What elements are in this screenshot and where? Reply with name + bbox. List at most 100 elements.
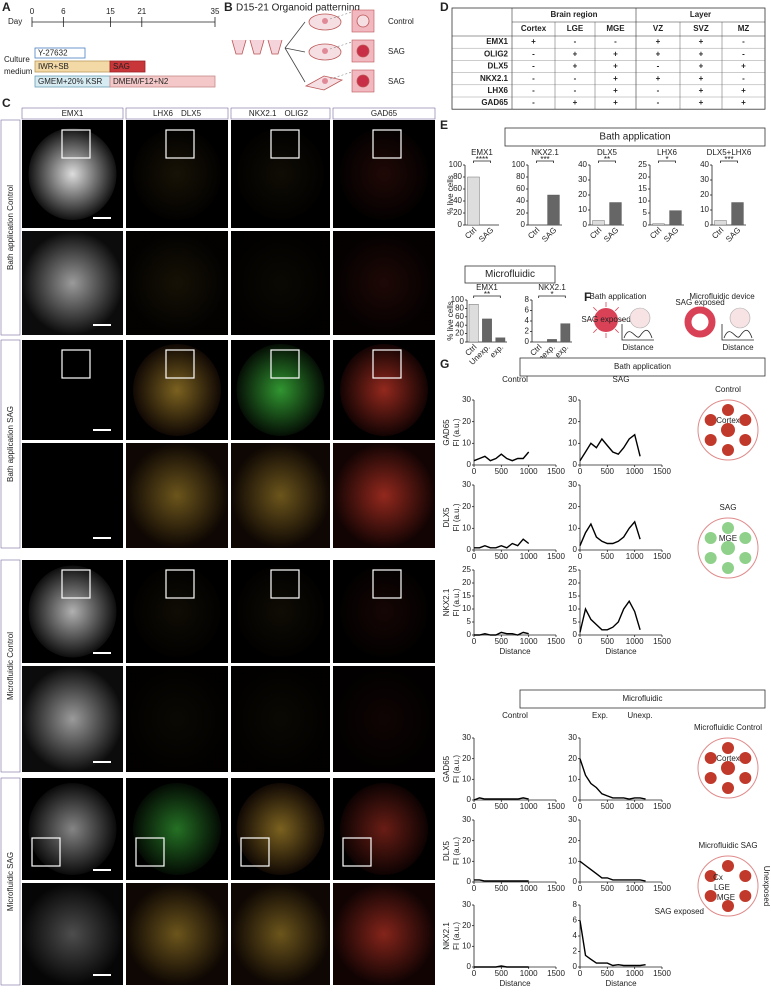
y-tick-label: 80 — [453, 172, 462, 181]
region-label: Cortex — [716, 754, 740, 763]
group-header: Brain region — [550, 10, 597, 19]
y-tick-label: 0 — [467, 630, 472, 639]
mean-profile — [473, 797, 529, 801]
table-cell: + — [699, 74, 704, 83]
y-tick-label: 25 — [638, 160, 647, 169]
bar-label: IWR+SB — [38, 62, 69, 71]
y-tick-label: 10 — [462, 774, 471, 783]
ventricle — [704, 434, 717, 446]
tissue — [28, 783, 117, 875]
inset-box — [165, 349, 195, 379]
y-tick-label: 4 — [525, 316, 530, 325]
panel-letter: C — [2, 96, 11, 110]
x-tick-label: 1500 — [653, 552, 671, 561]
x-tick-label: 0 — [472, 884, 477, 893]
row-header: LHX6 — [488, 86, 509, 95]
table-border — [451, 7, 766, 110]
medium-bar — [34, 47, 86, 59]
y-tick-label: 0 — [525, 337, 530, 346]
section-title: Microfluidic — [485, 269, 535, 280]
x-tick-label: Ctrl — [526, 225, 541, 240]
section-title: Microfluidic — [622, 694, 662, 703]
x-tick-label: 0 — [578, 467, 583, 476]
condition-label: SAG — [388, 77, 405, 86]
table-cell: + — [613, 74, 618, 83]
tissue — [231, 666, 330, 772]
column-header: Cortex — [521, 24, 547, 33]
y-tick-label: 30 — [568, 815, 577, 824]
x-axis-label: Distance — [499, 979, 531, 988]
y-tick-label: 0 — [467, 877, 472, 886]
y-tick-label: 20 — [516, 208, 525, 217]
column-header: SVZ — [693, 24, 709, 33]
profile-axis — [621, 324, 654, 341]
section-title-box — [504, 127, 766, 147]
axis-label: Day — [8, 17, 22, 26]
tissue — [22, 231, 123, 335]
y-tick-label: 20 — [462, 417, 471, 426]
x-tick-label: 0 — [578, 552, 583, 561]
stain-label: OLIG2 — [285, 109, 309, 118]
y-tick-label: 100 — [512, 160, 526, 169]
y-tick-label: 30 — [462, 395, 471, 404]
bar — [482, 318, 492, 343]
organoid — [322, 18, 328, 24]
section-title-box — [464, 265, 556, 284]
inset-box — [61, 569, 91, 599]
chart-title: DLX5 — [597, 148, 618, 157]
axis-label: Distance — [722, 343, 754, 352]
side-label: SAG exposed — [655, 907, 704, 916]
table-cell: + — [741, 86, 746, 95]
tissue — [28, 128, 117, 220]
stain-label: DLX5 — [181, 109, 202, 118]
axis — [473, 738, 556, 801]
region-label: MGE — [717, 893, 735, 902]
x-axis-label: Distance — [605, 979, 637, 988]
y-tick-label: 0 — [467, 545, 472, 554]
significance-bracket — [473, 295, 501, 298]
table-cell: + — [613, 86, 618, 95]
side-label: Unexposed — [762, 866, 771, 906]
axis — [473, 400, 556, 466]
tissue — [133, 783, 221, 875]
x-axis-label: Distance — [499, 647, 531, 656]
x-tick-label: 500 — [495, 467, 509, 476]
sag-arrow — [614, 306, 620, 312]
zoom-organoid — [356, 14, 370, 28]
inset-box — [270, 129, 300, 159]
y-tick-label: 0 — [573, 630, 578, 639]
x-tick-label: 1500 — [547, 802, 565, 811]
section-title: Bath application — [599, 132, 670, 143]
table-cell: - — [532, 86, 535, 95]
y-unit-label: FI (a.u.) — [452, 503, 461, 531]
ventricle — [704, 870, 717, 882]
table-cell: + — [613, 49, 618, 58]
significance-bracket — [536, 160, 554, 163]
y-tick-label: 0 — [573, 962, 578, 971]
x-tick-label: 1000 — [626, 637, 644, 646]
column-header-box — [21, 107, 124, 120]
zoom — [729, 307, 751, 329]
significance: *** — [540, 155, 549, 164]
inset-box — [135, 837, 165, 867]
significance: **** — [476, 155, 488, 164]
ventricle — [739, 414, 752, 426]
mean-profile — [474, 631, 529, 636]
y-tick-label: 40 — [455, 320, 464, 329]
x-tick-label: 1500 — [653, 467, 671, 476]
x-tick-label: exp. — [553, 343, 570, 360]
tissue — [231, 443, 330, 548]
x-tick-label: 500 — [601, 552, 615, 561]
y-tick-label: 0 — [458, 220, 463, 229]
ventricle — [721, 423, 735, 437]
row-label: Microfluidic SAG — [6, 852, 15, 911]
y-tick-label: 10 — [578, 205, 587, 214]
x-tick-label: 0 — [472, 802, 477, 811]
x-tick-label: SAG — [540, 226, 558, 244]
significance: ** — [484, 290, 490, 299]
significance-bracket — [473, 160, 491, 163]
y-unit-label: FI (a.u.) — [452, 588, 461, 616]
table-cell: + — [699, 37, 704, 46]
inset-box — [372, 349, 402, 379]
table-cell: - — [574, 86, 577, 95]
